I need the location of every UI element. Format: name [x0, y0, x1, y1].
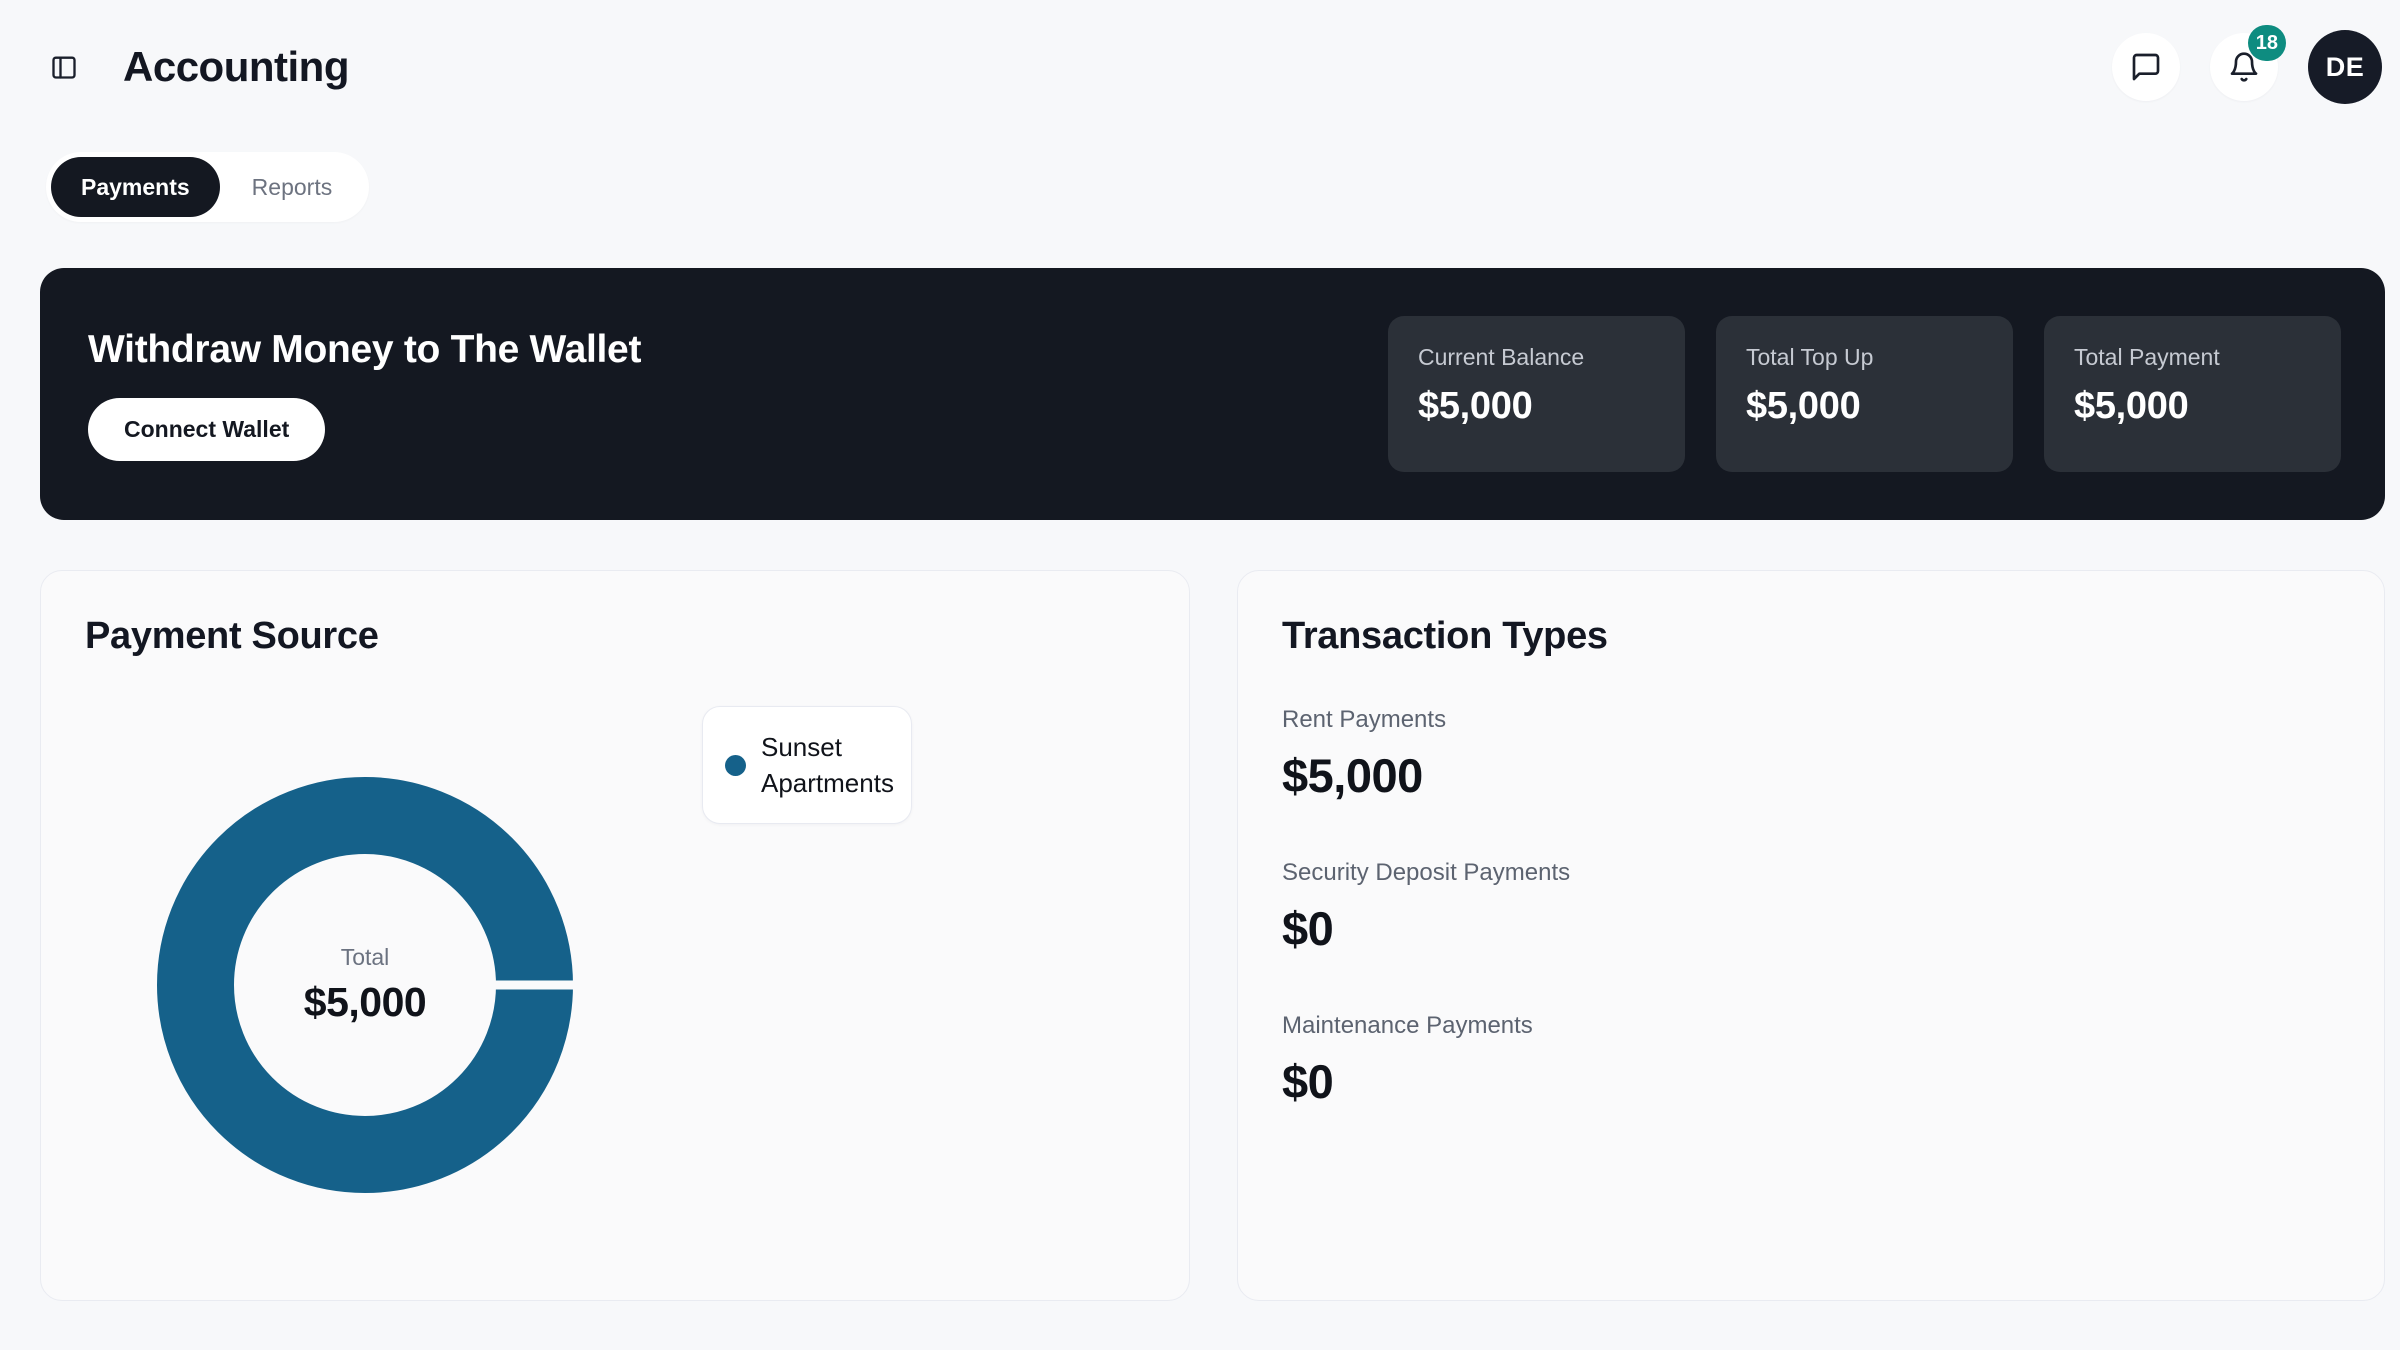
wallet-banner: Withdraw Money to The Wallet Connect Wal… [40, 268, 2385, 520]
transaction-types-list: Rent Payments $5,000 Security Deposit Pa… [1282, 706, 2340, 1109]
transaction-types-title: Transaction Types [1282, 615, 1608, 657]
connect-wallet-button[interactable]: Connect Wallet [88, 397, 326, 461]
tab-bar: Payments Reports [46, 152, 370, 222]
transaction-type-rent: Rent Payments $5,000 [1282, 706, 2340, 803]
transaction-type-label: Rent Payments [1282, 706, 1447, 733]
wallet-stats: Current Balance $5,000 Total Top Up $5,0… [1388, 316, 2341, 472]
transaction-type-value: $0 [1282, 1055, 1334, 1108]
chat-bubble-icon [2130, 51, 2162, 83]
sidebar-toggle-button[interactable] [50, 53, 78, 81]
stat-card-total-top-up: Total Top Up $5,000 [1716, 316, 2013, 472]
transaction-type-label: Maintenance Payments [1282, 1012, 1533, 1039]
stat-label: Total Top Up [1746, 344, 1874, 370]
stat-card-total-payment: Total Payment $5,000 [2044, 316, 2341, 472]
wallet-banner-left: Withdraw Money to The Wallet Connect Wal… [88, 328, 641, 461]
stat-value: $5,000 [2074, 385, 2189, 427]
payment-source-donut-chart: Total $5,000 [157, 777, 573, 1193]
tab-payments[interactable]: Payments [51, 157, 220, 217]
stat-value: $5,000 [1418, 385, 1533, 427]
page-title: Accounting [123, 43, 349, 90]
transaction-type-maintenance: Maintenance Payments $0 [1282, 1012, 2340, 1109]
transaction-type-value: $0 [1282, 902, 1334, 955]
bell-icon [2228, 51, 2260, 83]
dashboard-cards: Payment Source Total $5,000 Sunset Apart… [40, 570, 2385, 1301]
stat-value: $5,000 [1746, 385, 1861, 427]
stat-label: Total Payment [2074, 344, 2220, 370]
payment-source-title: Payment Source [85, 615, 379, 657]
wallet-banner-title: Withdraw Money to The Wallet [88, 327, 642, 371]
transaction-type-label: Security Deposit Payments [1282, 859, 1571, 886]
legend-color-dot [725, 754, 746, 776]
stat-label: Current Balance [1418, 344, 1585, 370]
transaction-type-security-deposit: Security Deposit Payments $0 [1282, 859, 2340, 956]
panel-left-icon [50, 53, 78, 81]
donut-slice-gap [494, 980, 573, 990]
tab-reports[interactable]: Reports [220, 157, 365, 217]
notifications-button[interactable]: 18 [2210, 25, 2286, 101]
header-actions: 18 DE [2112, 25, 2382, 104]
legend-item-label: Sunset Apartments [761, 731, 894, 798]
donut-legend: Sunset Apartments [702, 706, 912, 824]
user-avatar[interactable]: DE [2308, 30, 2382, 104]
payment-source-card: Payment Source Total $5,000 Sunset Apart… [40, 570, 1190, 1301]
messages-button[interactable] [2112, 33, 2180, 101]
notification-count-badge: 18 [2247, 25, 2286, 61]
donut-ring [157, 777, 573, 1193]
stat-card-current-balance: Current Balance $5,000 [1388, 316, 1685, 472]
header: Accounting 18 DE [0, 0, 2400, 104]
transaction-types-card: Transaction Types Rent Payments $5,000 S… [1237, 570, 2385, 1301]
transaction-type-value: $5,000 [1282, 749, 1423, 802]
